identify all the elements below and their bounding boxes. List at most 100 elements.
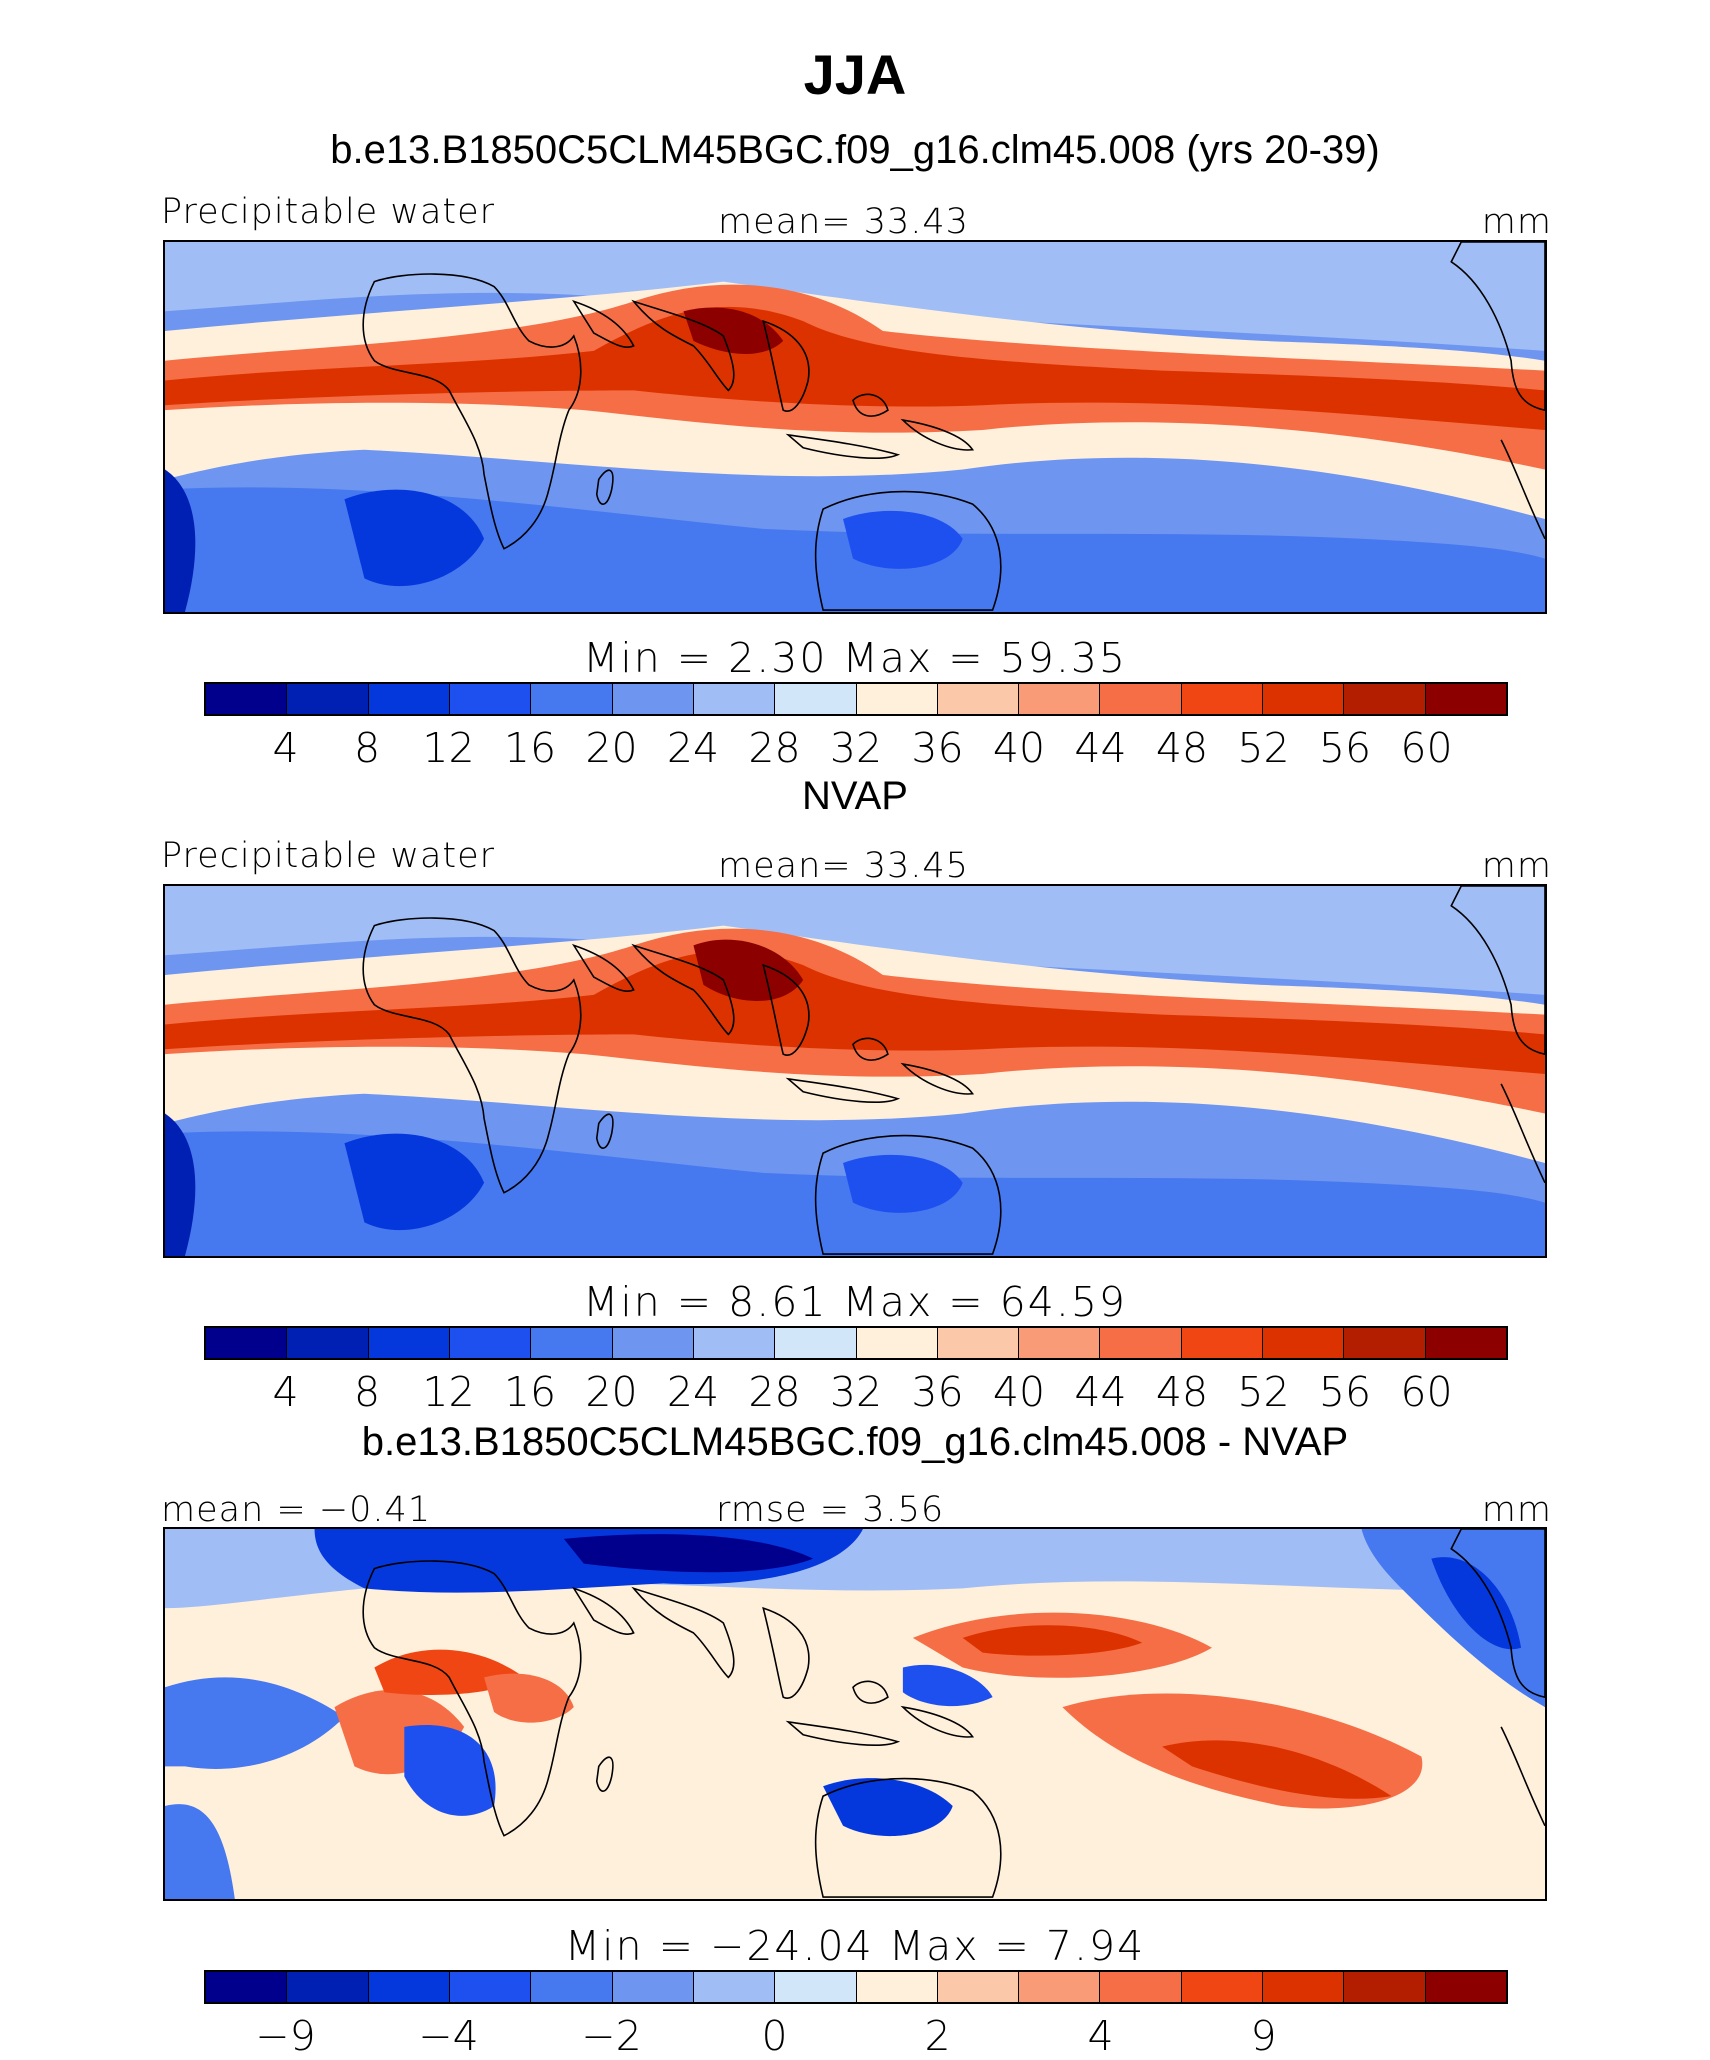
colorbar-tick-label: 44: [1074, 724, 1127, 772]
colorbar-tick-label: 36: [911, 1368, 964, 1416]
colorbar-box: [775, 684, 857, 714]
panel2-colorbar: [204, 1326, 1508, 1360]
panel2-subtitle: NVAP: [802, 774, 908, 818]
panel2-minmax: Min = 8.61 Max = 64.59: [582, 1278, 1128, 1326]
colorbar-tick-label: 56: [1318, 724, 1372, 772]
colorbar-tick-label: 20: [585, 1368, 638, 1416]
colorbar-box: [287, 684, 369, 714]
panel3-colorbar: [204, 1970, 1508, 2004]
figure-title: JJA: [803, 43, 907, 106]
colorbar-tick-label: 4: [272, 1368, 299, 1416]
colorbar-tick-label: 32: [829, 1368, 883, 1416]
panel2-mean-label: mean= 33.45: [718, 846, 969, 886]
colorbar-box: [612, 684, 694, 714]
colorbar-box: [1263, 1972, 1345, 2002]
panel1-subtitle: b.e13.B1850C5CLM45BGC.f09_g16.clm45.008 …: [330, 128, 1380, 172]
colorbar-box: [368, 1328, 450, 1358]
colorbar-tick-label: 60: [1400, 724, 1453, 772]
colorbar-tick-label: 36: [911, 724, 964, 772]
colorbar-box: [937, 684, 1020, 714]
colorbar-box: [775, 1328, 857, 1358]
colorbar-box: [1425, 1328, 1506, 1358]
panel3-minmax: Min = −24.04 Max = 7.94: [564, 1922, 1146, 1970]
colorbar-box: [449, 1972, 532, 2002]
colorbar-box: [1019, 1328, 1101, 1358]
colorbar-box: [1100, 1328, 1182, 1358]
colorbar-tick-label: −4: [418, 2012, 479, 2060]
panel3-map: [163, 1527, 1547, 1901]
colorbar-tick-label: 16: [503, 724, 557, 772]
colorbar-box: [937, 1972, 1020, 2002]
colorbar-tick-label: 12: [422, 724, 475, 772]
colorbar-box: [775, 1972, 857, 2002]
colorbar-box: [937, 1328, 1020, 1358]
colorbar-box: [693, 684, 776, 714]
colorbar-tick-label: 4: [1087, 2012, 1114, 2060]
colorbar-box: [1019, 1972, 1101, 2002]
colorbar-box: [531, 1972, 613, 2002]
colorbar-tick-label: 16: [503, 1368, 557, 1416]
colorbar-tick-label: 44: [1074, 1368, 1127, 1416]
colorbar-box: [612, 1328, 694, 1358]
colorbar-tick-label: 60: [1400, 1368, 1453, 1416]
colorbar-tick-label: 40: [992, 1368, 1046, 1416]
panel3-units-label: mm: [1481, 1490, 1552, 1530]
panel3-mean-label: mean = −0.41: [161, 1490, 432, 1530]
map-field: [165, 242, 1545, 612]
colorbar-tick-label: 48: [1155, 724, 1209, 772]
colorbar-box: [531, 1328, 613, 1358]
colorbar-box: [693, 1972, 776, 2002]
colorbar-box: [1425, 684, 1506, 714]
colorbar-tick-label: 24: [666, 1368, 720, 1416]
panel1-colorbar: [204, 682, 1508, 716]
colorbar-box: [287, 1972, 369, 2002]
panel3-rmse-label: rmse = 3.56: [716, 1490, 945, 1530]
colorbar-box: [1100, 1972, 1182, 2002]
colorbar-box: [287, 1328, 369, 1358]
colorbar-tick-label: 28: [748, 724, 801, 772]
colorbar-tick-label: 9: [1250, 2012, 1277, 2060]
colorbar-box: [1263, 1328, 1345, 1358]
colorbar-box: [693, 1328, 776, 1358]
colorbar-box: [856, 1328, 938, 1358]
colorbar-box: [1263, 684, 1345, 714]
panel2-map: [163, 884, 1547, 1258]
colorbar-box: [1019, 684, 1101, 714]
colorbar-box: [612, 1972, 694, 2002]
colorbar-box: [531, 684, 613, 714]
colorbar-box: [1344, 1972, 1426, 2002]
colorbar-tick-label: 40: [992, 724, 1046, 772]
colorbar-tick-label: 12: [422, 1368, 475, 1416]
panel2-variable-label: Precipitable water: [161, 836, 496, 876]
map-field: [165, 1529, 1545, 1899]
colorbar-tick-label: 28: [748, 1368, 801, 1416]
colorbar-tick-label: 20: [585, 724, 638, 772]
colorbar-box: [368, 1972, 450, 2002]
panel1-minmax: Min = 2.30 Max = 59.35: [582, 634, 1128, 682]
colorbar-tick-label: 2: [924, 2012, 951, 2060]
colorbar-box: [368, 684, 450, 714]
colorbar-tick-label: 52: [1237, 724, 1290, 772]
panel3-subtitle: b.e13.B1850C5CLM45BGC.f09_g16.clm45.008 …: [361, 1420, 1349, 1464]
colorbar-box: [1181, 1328, 1264, 1358]
colorbar-tick-label: 52: [1237, 1368, 1290, 1416]
colorbar-tick-label: 0: [761, 2012, 788, 2060]
colorbar-box: [856, 684, 938, 714]
colorbar-box: [1425, 1972, 1506, 2002]
panel1-map: [163, 240, 1547, 614]
colorbar-tick-label: −9: [255, 2012, 316, 2060]
colorbar-tick-label: 56: [1318, 1368, 1372, 1416]
map-field: [165, 886, 1545, 1256]
panel1-mean-label: mean= 33.43: [718, 202, 969, 242]
colorbar-box: [1100, 684, 1182, 714]
colorbar-tick-label: 24: [666, 724, 720, 772]
colorbar-box: [1344, 1328, 1426, 1358]
colorbar-box: [1344, 684, 1426, 714]
colorbar-tick-label: 48: [1155, 1368, 1209, 1416]
colorbar-tick-label: −2: [581, 2012, 642, 2060]
colorbar-tick-label: 8: [353, 724, 381, 772]
colorbar-tick-label: 32: [829, 724, 883, 772]
panel2-units-label: mm: [1481, 846, 1552, 886]
colorbar-box: [206, 684, 288, 714]
panel1-units-label: mm: [1481, 202, 1552, 242]
